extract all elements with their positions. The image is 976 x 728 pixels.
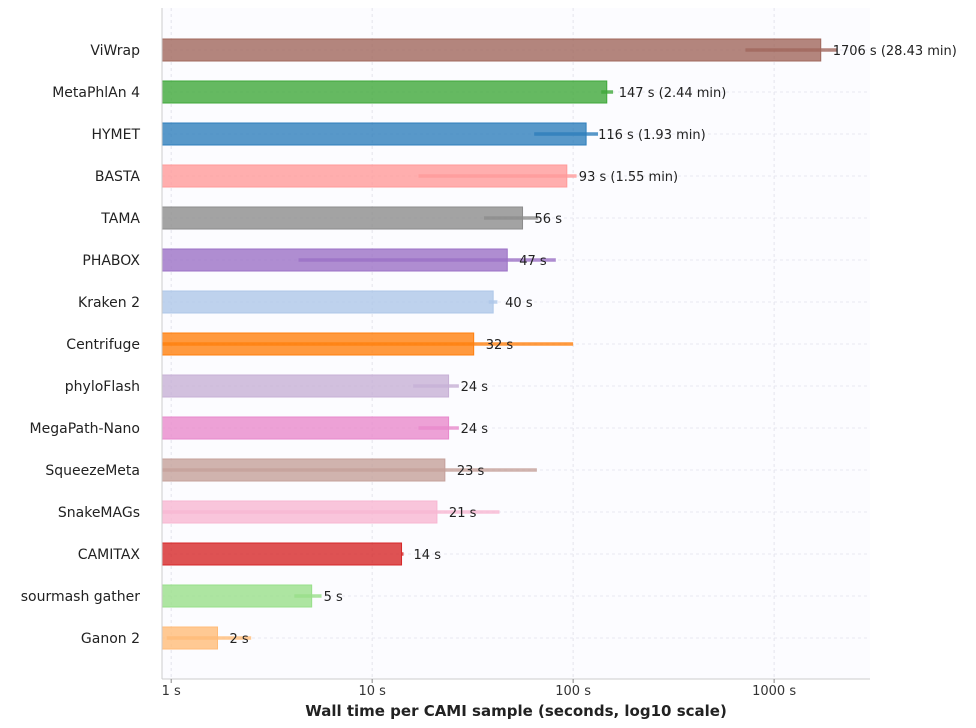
value-label: 116 s (1.93 min) [598, 128, 706, 143]
category-label: sourmash gather [21, 589, 141, 605]
value-label: 24 s [461, 422, 489, 437]
value-label: 32 s [486, 338, 514, 353]
value-label: 21 s [449, 506, 477, 521]
value-label: 40 s [505, 296, 533, 311]
value-label: 2 s [230, 632, 249, 647]
value-label: 24 s [461, 380, 489, 395]
category-label: MegaPath-Nano [30, 421, 140, 437]
bar-row: Centrifuge 32 s [66, 332, 574, 356]
x-ticks-group: 1 s 10 s 100 s 1000 s [162, 679, 796, 699]
x-axis-title: Wall time per CAMI sample (seconds, log1… [305, 702, 727, 720]
bar [161, 374, 450, 398]
category-label: CAMITAX [78, 547, 141, 563]
bar [161, 206, 524, 230]
value-label: 47 s [519, 254, 547, 269]
category-label: phyloFlash [65, 379, 140, 395]
x-tick-label: 10 s [358, 684, 386, 699]
category-label: Centrifuge [66, 337, 140, 353]
value-label: 56 s [535, 212, 563, 227]
category-label: TAMA [100, 211, 140, 227]
category-label: MetaPhlAn 4 [52, 85, 140, 101]
bar [161, 542, 403, 566]
axes-group [161, 8, 870, 680]
x-tick-label: 1 s [162, 684, 181, 699]
category-label: SqueezeMeta [45, 463, 140, 479]
category-label: ViWrap [90, 43, 140, 59]
bar [161, 122, 587, 146]
bar-row: PHABOX 47 s [82, 248, 556, 272]
bar-row: SqueezeMeta 23 s [45, 458, 537, 482]
bar-row: TAMA 56 s [100, 206, 563, 230]
x-tick-label: 1000 s [752, 684, 796, 699]
category-label: HYMET [91, 127, 140, 143]
bar [161, 290, 494, 314]
bar-row: Ganon 2 2 s [81, 626, 252, 650]
bar-row: CAMITAX 14 s [78, 542, 442, 566]
bar [161, 584, 313, 608]
bar-row: SnakeMAGs 21 s [58, 500, 500, 524]
bar-row: phyloFlash 24 s [65, 374, 489, 398]
bars-group: ViWrap 1706 s (28.43 min) MetaPhlAn 4 147 s… [21, 38, 957, 650]
category-label: SnakeMAGs [58, 505, 140, 521]
bar-row: MetaPhlAn 4 147 s (2.44 min) [52, 80, 727, 104]
bar-row: ViWrap 1706 s (28.43 min) [90, 38, 957, 62]
value-label: 147 s (2.44 min) [619, 86, 727, 101]
category-label: PHABOX [82, 253, 140, 269]
category-label: BASTA [95, 169, 141, 185]
value-label: 23 s [457, 464, 485, 479]
bar-row: BASTA 93 s (1.55 min) [95, 164, 678, 188]
category-label: Kraken 2 [78, 295, 140, 311]
bar-row: Kraken 2 40 s [78, 290, 533, 314]
value-label: 93 s (1.55 min) [579, 170, 678, 185]
bar-row: sourmash gather 5 s [21, 584, 343, 608]
bar [161, 38, 822, 62]
category-label: Ganon 2 [81, 631, 140, 647]
bar-row: HYMET 116 s (1.93 min) [91, 122, 706, 146]
value-label: 5 s [324, 590, 343, 605]
value-label: 1706 s (28.43 min) [833, 44, 957, 59]
bar-row: MegaPath-Nano 24 s [30, 416, 489, 440]
bar [161, 416, 450, 440]
value-label: 14 s [414, 548, 442, 563]
bar [161, 80, 608, 104]
x-tick-label: 100 s [555, 684, 591, 699]
